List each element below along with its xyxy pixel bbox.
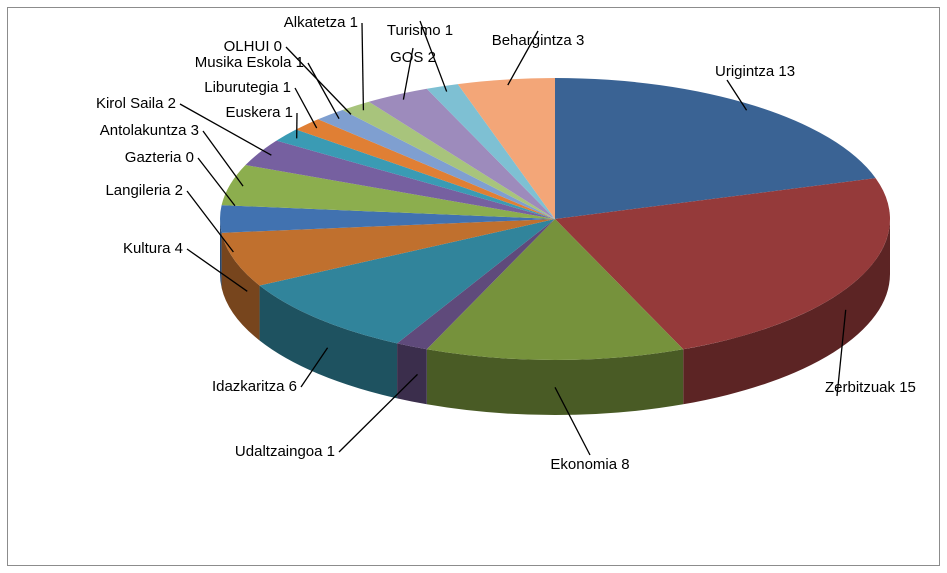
label-name: Zerbitzuak	[825, 379, 896, 396]
data-label: GOS 2	[390, 49, 436, 66]
leader-line	[285, 46, 352, 115]
label-name: Turismo	[387, 22, 441, 39]
slice-side	[259, 285, 398, 399]
pie-tops	[219, 78, 891, 361]
label-value: 1	[285, 104, 293, 121]
data-label: Idazkaritza 6	[212, 378, 297, 395]
label-name: GOS	[390, 49, 423, 66]
slice-side	[397, 343, 427, 405]
slice	[221, 165, 556, 219]
leader-line	[197, 157, 236, 207]
leader-line	[307, 62, 340, 120]
slice	[342, 101, 555, 219]
label-value: 0	[274, 38, 282, 55]
label-value: 1	[327, 443, 335, 460]
data-label: Udaltzaingoa 1	[235, 443, 335, 460]
data-label: Langileria 2	[105, 182, 183, 199]
data-label: Alkatetza 1	[284, 14, 358, 31]
label-name: Udaltzaingoa	[235, 443, 323, 460]
leader-line	[402, 47, 414, 100]
pie-sides	[220, 219, 890, 416]
label-value: 3	[576, 32, 584, 49]
label-value: 1	[283, 79, 291, 96]
label-value: 1	[296, 54, 304, 71]
label-value: 3	[191, 122, 199, 139]
leader-line	[186, 190, 234, 253]
data-label: Kultura 4	[123, 240, 183, 257]
slice	[276, 129, 555, 219]
label-name: Kirol Saila	[96, 95, 164, 112]
label-value: 2	[175, 182, 183, 199]
data-label: Behargintza 3	[492, 32, 585, 49]
slice	[397, 219, 555, 350]
label-name: Liburutegia	[204, 79, 279, 96]
label-value: 8	[621, 456, 629, 473]
leader-line	[300, 347, 329, 388]
data-label: Kirol Saila 2	[96, 95, 176, 112]
leader-line	[361, 22, 365, 111]
label-name: Idazkaritza	[212, 378, 285, 395]
slice	[318, 110, 555, 219]
label-name: Urigintza	[715, 63, 775, 80]
slice	[426, 219, 684, 361]
label-name: Alkatetza	[284, 14, 346, 31]
leader-line	[836, 309, 847, 397]
label-value: 0	[186, 149, 194, 166]
label-name: Kultura	[123, 240, 171, 257]
slice	[259, 219, 555, 344]
label-value: 2	[168, 95, 176, 112]
slice	[221, 219, 556, 286]
data-label: Urigintza 13	[715, 63, 795, 80]
data-label: Zerbitzuak 15	[825, 379, 916, 396]
label-value: 4	[175, 240, 183, 257]
leader-line	[338, 373, 418, 453]
slice	[296, 119, 555, 219]
slice	[555, 178, 891, 350]
leader-line	[726, 79, 748, 111]
data-label: OLHUI 0	[224, 38, 282, 55]
label-name: Langileria	[105, 182, 171, 199]
label-name: OLHUI	[224, 38, 270, 55]
data-label: Gazteria 0	[125, 149, 194, 166]
leader-line	[419, 20, 448, 92]
data-label: Musika Eskola 1	[195, 54, 304, 71]
slice	[219, 205, 556, 233]
slice	[555, 78, 876, 219]
data-label: Antolakuntza 3	[100, 122, 199, 139]
label-value: 1	[445, 22, 453, 39]
data-label: Euskera 1	[225, 104, 293, 121]
slice-side	[683, 219, 890, 405]
label-value: 2	[428, 49, 436, 66]
slice	[245, 140, 555, 219]
leader-line	[554, 387, 591, 456]
data-label: Ekonomia 8	[550, 456, 629, 473]
slice	[457, 78, 555, 219]
label-value: 1	[350, 14, 358, 31]
slice	[426, 84, 555, 219]
label-name: Musika Eskola	[195, 54, 292, 71]
label-value: 6	[289, 378, 297, 395]
label-name: Antolakuntza	[100, 122, 187, 139]
leader-line	[294, 87, 318, 129]
data-label: Turismo 1	[387, 22, 453, 39]
slice	[368, 88, 555, 219]
data-label: Liburutegia 1	[204, 79, 291, 96]
leader-line	[186, 248, 248, 292]
leader-line	[202, 130, 244, 187]
label-name: Behargintza	[492, 32, 573, 49]
label-name: Euskera	[225, 104, 281, 121]
leader-line	[179, 103, 272, 156]
label-name: Gazteria	[125, 149, 182, 166]
label-value: 15	[899, 379, 916, 396]
label-name: Ekonomia	[550, 456, 617, 473]
label-value: 13	[778, 63, 795, 80]
leader-line	[507, 30, 539, 86]
slice-side	[426, 349, 684, 416]
